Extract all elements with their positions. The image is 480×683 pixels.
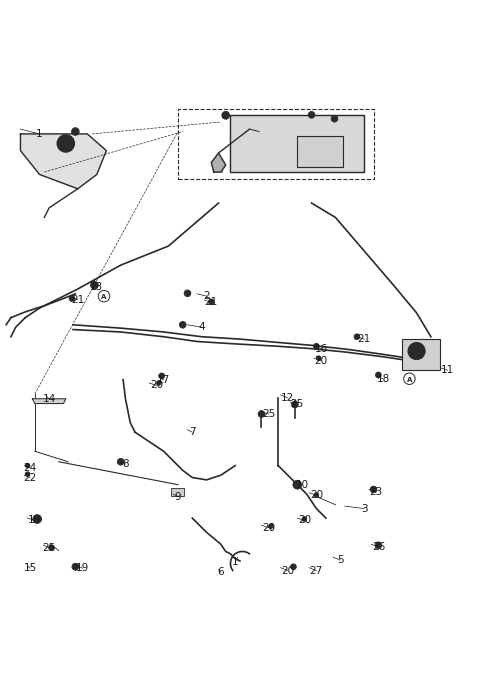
Text: 21: 21: [71, 294, 84, 305]
Text: 18: 18: [376, 374, 390, 384]
Circle shape: [269, 524, 274, 529]
Circle shape: [184, 290, 191, 296]
Bar: [171, 488, 184, 496]
Circle shape: [208, 299, 214, 305]
Text: 24: 24: [24, 463, 36, 473]
Circle shape: [290, 564, 296, 570]
Text: 16: 16: [314, 344, 328, 354]
Text: 17: 17: [157, 375, 170, 385]
Text: 7: 7: [189, 427, 195, 437]
Circle shape: [314, 492, 319, 497]
Text: 23: 23: [370, 487, 383, 497]
Polygon shape: [211, 153, 226, 172]
Bar: [297, 137, 343, 167]
Circle shape: [375, 372, 381, 378]
Text: 10: 10: [296, 479, 309, 490]
Text: 27: 27: [310, 566, 323, 576]
Circle shape: [308, 111, 315, 118]
Text: 26: 26: [372, 542, 385, 552]
Circle shape: [156, 380, 161, 385]
Circle shape: [180, 322, 186, 328]
Text: 19: 19: [76, 563, 89, 573]
Bar: [402, 339, 441, 370]
Text: 21: 21: [358, 334, 371, 344]
Text: 20: 20: [298, 516, 311, 525]
Polygon shape: [33, 399, 66, 404]
Text: 9: 9: [175, 492, 181, 501]
Circle shape: [48, 545, 54, 550]
Circle shape: [222, 111, 229, 119]
Bar: [230, 115, 364, 172]
Circle shape: [375, 542, 382, 548]
Circle shape: [25, 472, 30, 477]
Circle shape: [25, 463, 30, 468]
Text: 19: 19: [28, 516, 41, 525]
Text: 8: 8: [122, 459, 129, 469]
Text: 1: 1: [36, 129, 43, 139]
Polygon shape: [230, 115, 364, 172]
Circle shape: [72, 128, 79, 135]
Text: 25: 25: [262, 409, 275, 419]
Text: 1: 1: [232, 557, 239, 567]
Text: 6: 6: [217, 568, 224, 577]
Circle shape: [69, 296, 75, 301]
Circle shape: [159, 373, 165, 378]
Circle shape: [117, 458, 124, 465]
Circle shape: [91, 281, 98, 289]
Text: 20: 20: [314, 356, 328, 365]
Text: 4: 4: [199, 322, 205, 332]
Text: 20: 20: [150, 380, 163, 391]
Circle shape: [316, 356, 321, 361]
Text: 13: 13: [90, 281, 104, 292]
Text: 3: 3: [361, 503, 367, 514]
Circle shape: [370, 486, 377, 492]
Circle shape: [57, 135, 74, 152]
Circle shape: [313, 344, 319, 349]
Text: 20: 20: [310, 490, 323, 500]
Text: 25: 25: [43, 543, 56, 553]
Polygon shape: [21, 134, 107, 189]
Text: A: A: [101, 294, 107, 300]
Circle shape: [302, 516, 307, 521]
Text: 25: 25: [291, 400, 304, 410]
Circle shape: [408, 342, 425, 360]
Circle shape: [293, 480, 301, 489]
Text: 20: 20: [281, 566, 294, 576]
Text: 22: 22: [24, 473, 36, 482]
Text: 21: 21: [205, 297, 218, 307]
Text: 20: 20: [262, 522, 275, 533]
Circle shape: [412, 346, 421, 356]
Circle shape: [291, 401, 298, 408]
Text: 2: 2: [204, 291, 210, 301]
Text: 15: 15: [24, 563, 36, 573]
Circle shape: [33, 515, 41, 523]
Text: 5: 5: [337, 555, 344, 565]
Bar: [178, 109, 373, 179]
Circle shape: [62, 139, 70, 148]
Circle shape: [354, 334, 360, 339]
Text: 12: 12: [281, 393, 294, 403]
Circle shape: [72, 563, 79, 570]
Text: A: A: [407, 377, 412, 382]
Text: 14: 14: [43, 394, 56, 404]
Circle shape: [258, 410, 265, 417]
Text: 11: 11: [441, 365, 454, 375]
Circle shape: [331, 115, 338, 122]
